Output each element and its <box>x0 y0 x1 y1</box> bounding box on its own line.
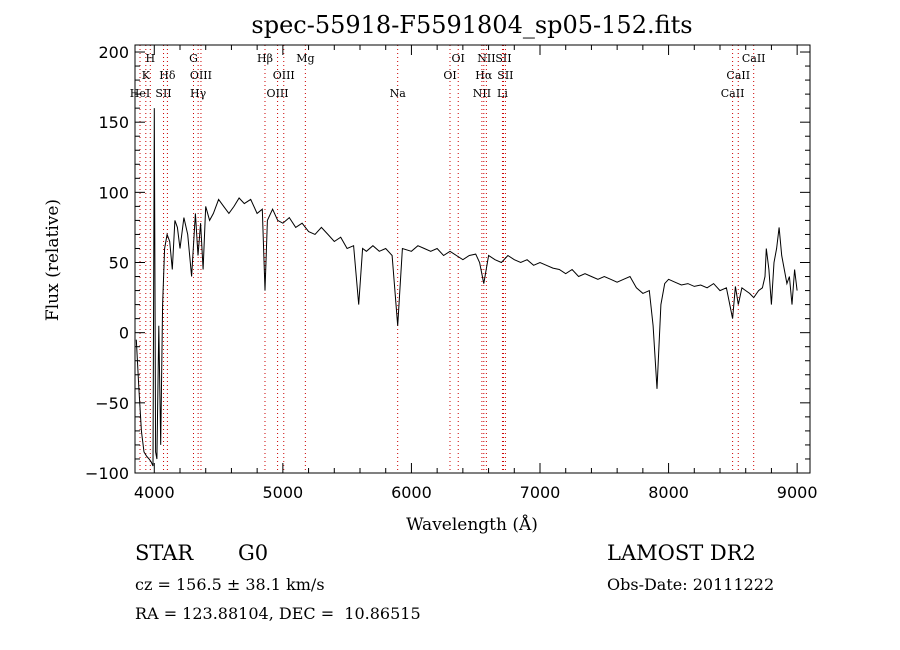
y-axis-label: Flux (relative) <box>43 199 63 321</box>
marker-label: HeI <box>130 87 150 100</box>
chart-title: spec-55918-F5591804_sp05-152.fits <box>251 11 692 39</box>
observation-date: Obs-Date: 20111222 <box>607 575 775 594</box>
axis-ticks: 4000 5000 6000 7000 8000 9000 −100 −50 0 50 100 150… <box>85 43 817 502</box>
marker-label: Na <box>390 87 407 100</box>
y-tick-label: −100 <box>85 464 129 483</box>
marker-label: G <box>189 52 198 65</box>
y-tick-label: 200 <box>98 43 129 62</box>
plot-frame <box>134 44 811 474</box>
object-class: STAR <box>135 541 194 565</box>
y-tick-label: 0 <box>119 324 129 343</box>
marker-label: OI <box>443 69 456 82</box>
marker-label: SII <box>155 87 171 100</box>
marker-label: OIII <box>190 69 212 82</box>
marker-label: SII <box>495 52 511 65</box>
marker-label: NII <box>473 87 491 100</box>
marker-label: CaII <box>742 52 766 65</box>
marker-label: Hγ <box>190 87 207 100</box>
survey-name: LAMOST DR2 <box>607 541 756 565</box>
y-tick-label: 100 <box>98 183 129 202</box>
marker-label: OIII <box>273 69 295 82</box>
x-tick-label: 5000 <box>262 483 303 502</box>
marker-label: CaII <box>721 87 745 100</box>
y-tick-label: 50 <box>109 254 129 273</box>
x-tick-label: 9000 <box>777 483 818 502</box>
x-tick-label: 8000 <box>648 483 689 502</box>
x-tick-label: 7000 <box>520 483 561 502</box>
marker-label: K <box>142 69 151 82</box>
x-tick-label: 4000 <box>134 483 175 502</box>
marker-label: Hα <box>475 69 493 82</box>
marker-label: Li <box>497 87 508 100</box>
marker-label: NII <box>477 52 495 65</box>
coordinates: RA = 123.88104, DEC = 10.86515 <box>135 604 421 623</box>
x-axis-label: Wavelength (Å) <box>406 514 538 535</box>
marker-label: Hδ <box>159 69 176 82</box>
y-tick-label: −50 <box>95 394 129 413</box>
object-subclass: G0 <box>238 541 269 565</box>
marker-label: H <box>146 52 156 65</box>
spectrum-line <box>135 108 798 467</box>
y-tick-label: 150 <box>98 113 129 132</box>
marker-label: Hβ <box>257 52 273 65</box>
marker-label: CaII <box>726 69 750 82</box>
x-tick-label: 6000 <box>391 483 432 502</box>
series-layer <box>135 108 798 467</box>
marker-label: Mg <box>296 52 314 65</box>
marker-label: OI <box>452 52 465 65</box>
marker-label: SII <box>497 69 513 82</box>
marker-label: OIII <box>267 87 289 100</box>
redshift-velocity: cz = 156.5 ± 38.1 km/s <box>135 575 325 594</box>
